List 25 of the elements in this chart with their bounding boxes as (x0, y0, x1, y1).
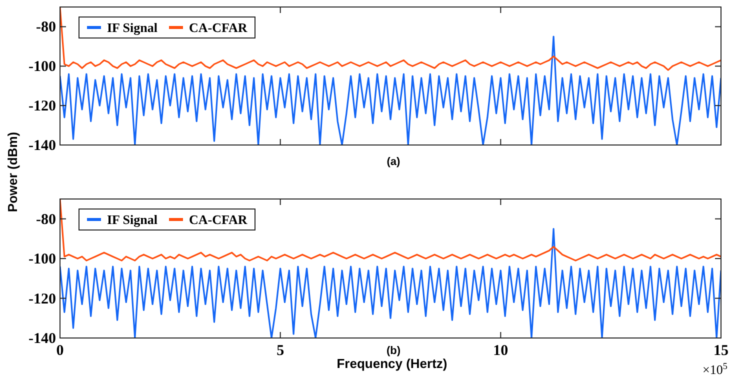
y-tick-label: -140 (28, 138, 56, 154)
legend-label: IF Signal (107, 20, 158, 35)
legend-label: CA-CFAR (189, 20, 248, 35)
y-tick-label: -100 (28, 252, 56, 268)
x-tick-label: 10 (493, 343, 508, 359)
line-series (60, 7, 721, 71)
y-tick-label: -80 (36, 20, 56, 36)
line-series (60, 36, 721, 145)
y-tick-label: -80 (36, 212, 56, 228)
x-tick-label: 0 (56, 343, 64, 359)
legend-label: CA-CFAR (189, 212, 248, 227)
x-tick-label: 15 (714, 343, 728, 359)
line-series (60, 228, 721, 338)
legend-label: IF Signal (107, 212, 158, 227)
y-tick-label: -100 (28, 59, 56, 76)
text: (b) (386, 345, 401, 357)
text: ×10$^{5}$ (702, 361, 728, 377)
x-axis-title: Frequency (Hertz) (336, 356, 448, 371)
y-tick-label: -120 (28, 98, 56, 115)
line-series (60, 199, 721, 262)
y-tick-label: -120 (28, 291, 56, 308)
text: (a) (386, 156, 401, 168)
x-tick-label: 5 (276, 343, 284, 359)
y-axis-title: Power (dBm) (5, 132, 20, 212)
y-tick-label: -140 (28, 331, 56, 347)
